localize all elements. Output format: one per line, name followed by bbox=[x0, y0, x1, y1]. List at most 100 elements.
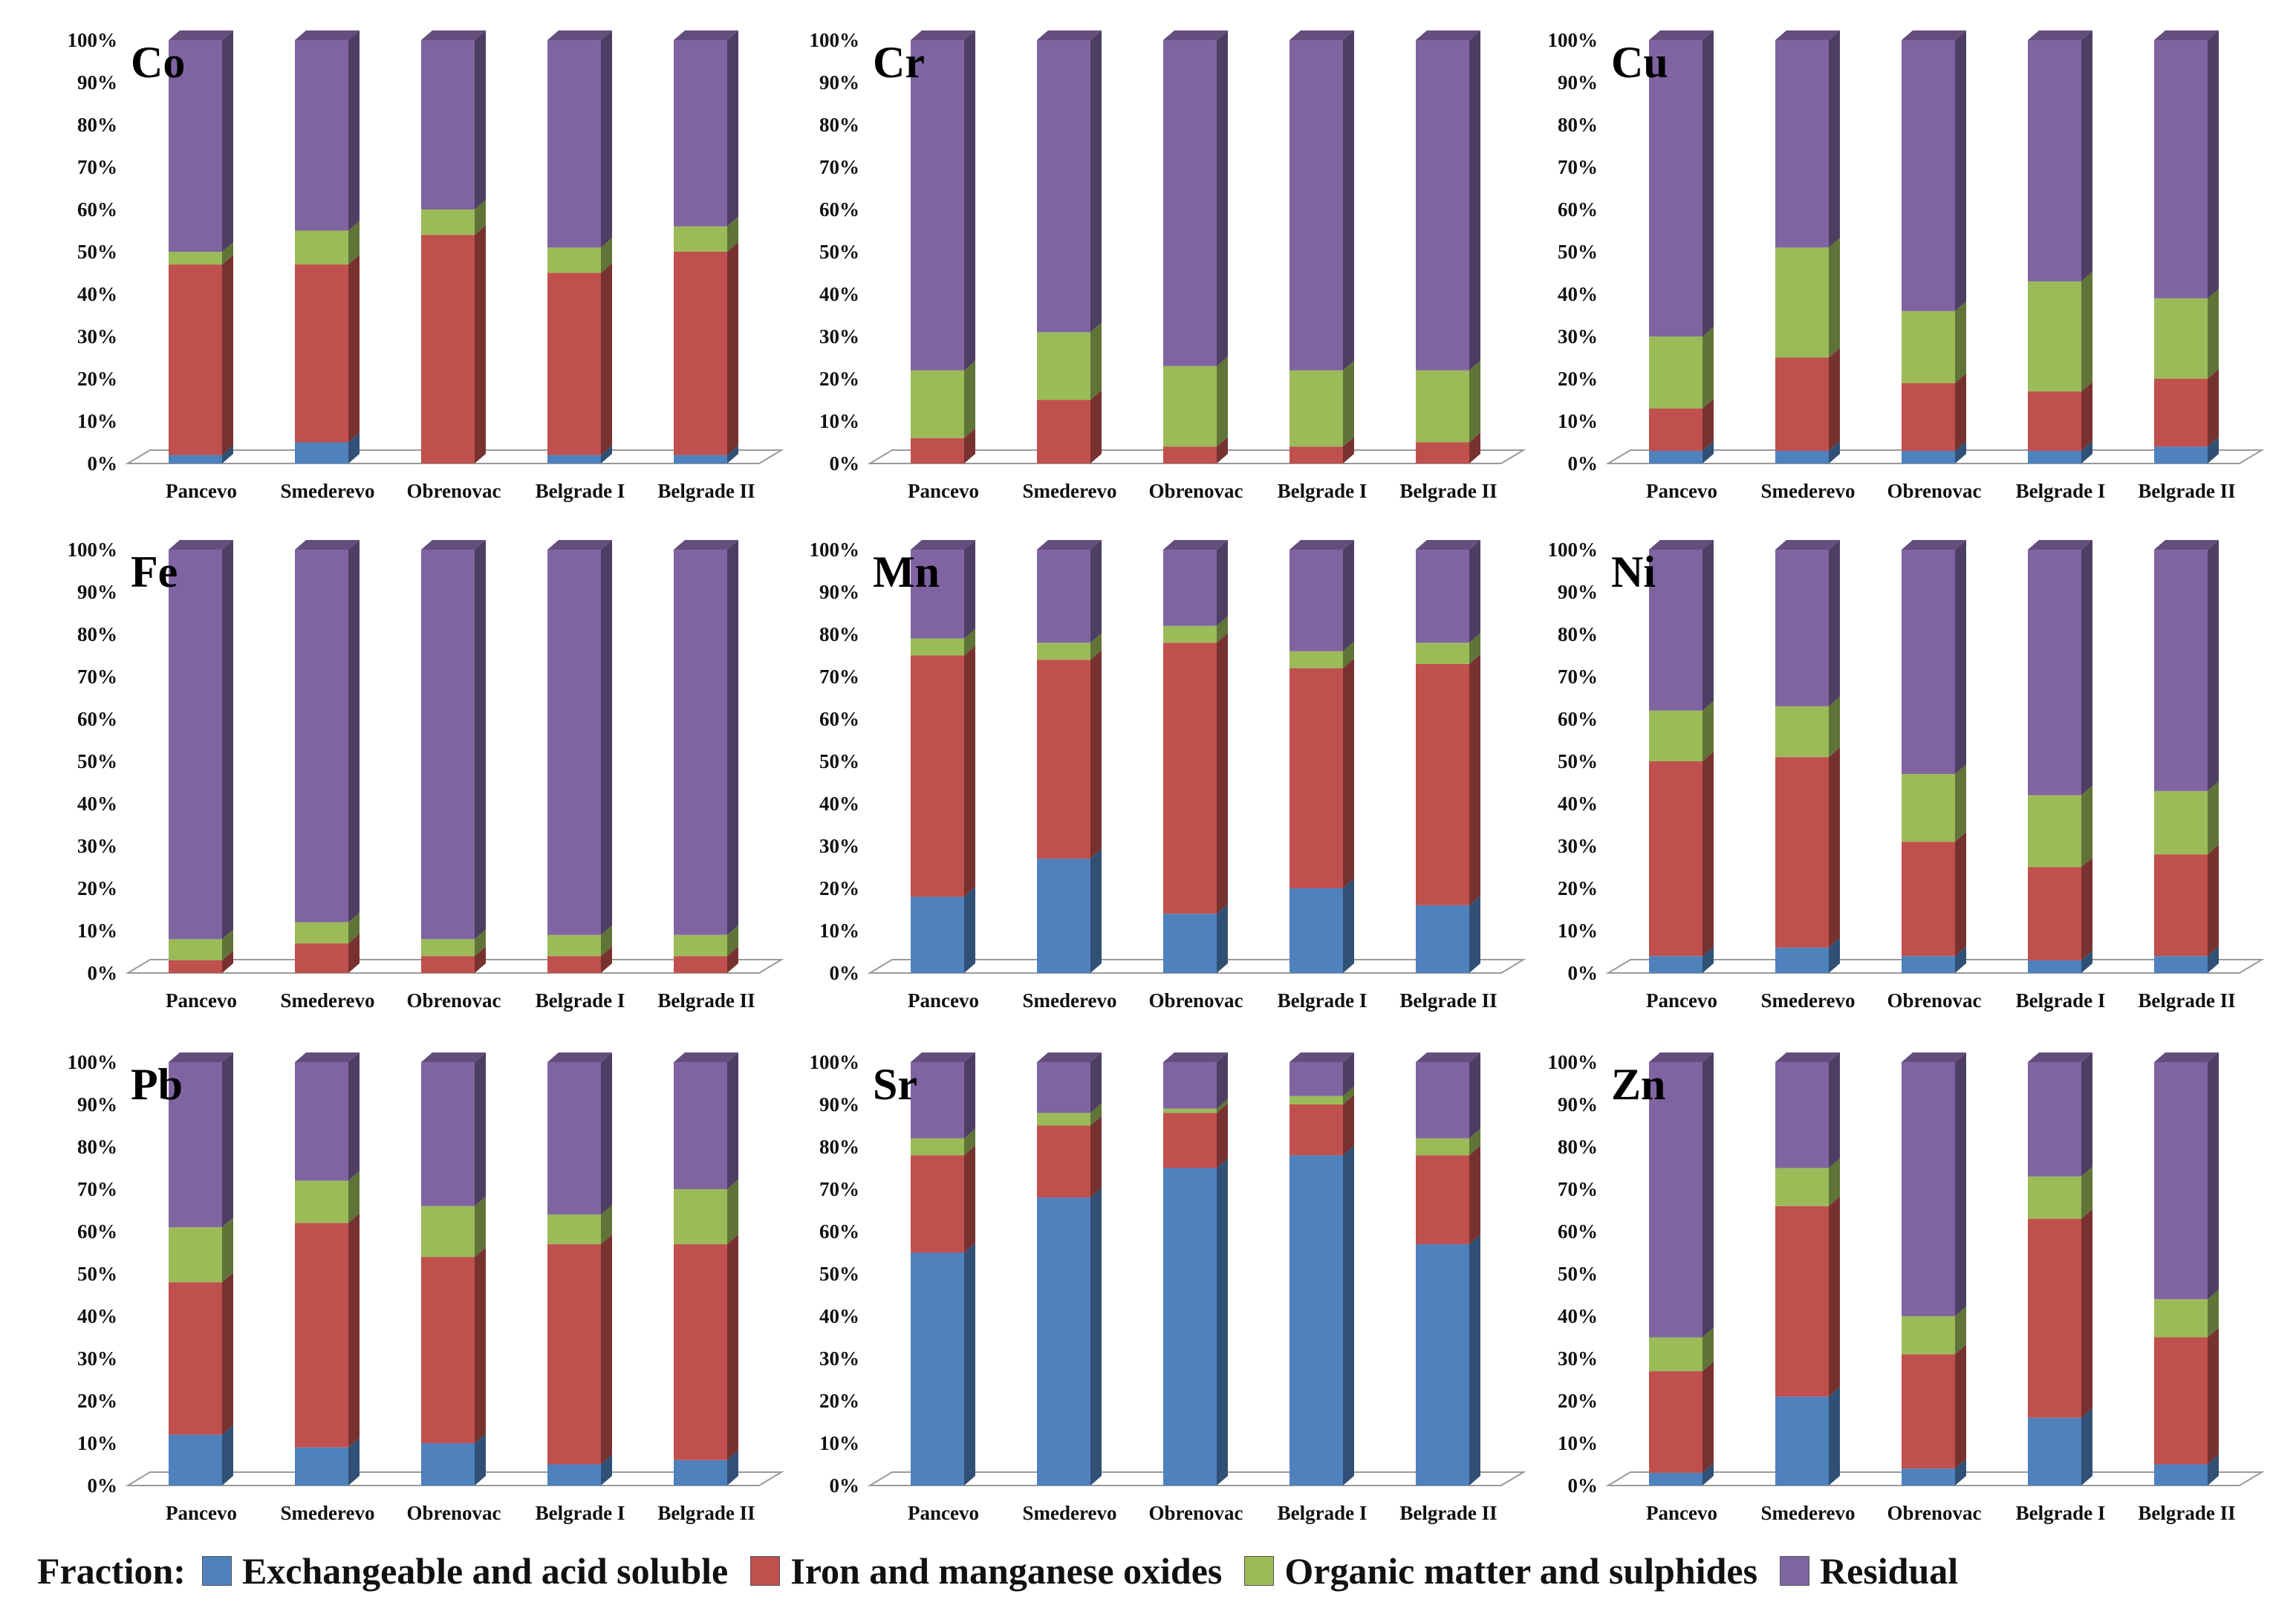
bar-pancevo bbox=[911, 540, 975, 973]
bar-top-residual bbox=[2154, 1052, 2219, 1062]
bar-side-iron-and-manganese-oxides bbox=[1217, 633, 1228, 914]
bar-top-residual bbox=[2028, 540, 2092, 550]
y-tick-label: 30% bbox=[819, 835, 859, 857]
bar-side-iron-and-manganese-oxides bbox=[348, 934, 360, 973]
bar-side-organic-matter-and-sulphides bbox=[601, 925, 612, 957]
bar-side-residual bbox=[2208, 1052, 2219, 1300]
bar-top-residual bbox=[1290, 540, 1354, 550]
y-tick-label: 100% bbox=[1548, 1051, 1599, 1073]
bar-side-exchangeable-and-acid-soluble bbox=[1703, 440, 1714, 463]
bar-segment-organic-matter-and-sulphides bbox=[1163, 625, 1217, 643]
bar-side-organic-matter-and-sulphides bbox=[727, 925, 738, 957]
bar-side-exchangeable-and-acid-soluble bbox=[2208, 437, 2219, 463]
bar-side-exchangeable-and-acid-soluble bbox=[601, 1454, 612, 1486]
bar-side-iron-and-manganese-oxides bbox=[222, 255, 233, 455]
bar-smederevo bbox=[295, 540, 360, 973]
bar-side-residual bbox=[964, 540, 975, 639]
bar-top-residual bbox=[674, 540, 738, 550]
legend-swatch-exchangeable bbox=[201, 1556, 232, 1586]
bar-side-iron-and-manganese-oxides bbox=[1829, 348, 1840, 451]
bar-segment-organic-matter-and-sulphides bbox=[2028, 1176, 2081, 1219]
bar-side-organic-matter-and-sulphides bbox=[1090, 322, 1102, 400]
bar-side-iron-and-manganese-oxides bbox=[1343, 658, 1354, 888]
bar-segment-exchangeable-and-acid-soluble bbox=[1037, 859, 1090, 973]
bar-side-organic-matter-and-sulphides bbox=[222, 1217, 233, 1283]
x-tick-label: Belgrade II bbox=[2138, 480, 2235, 502]
bar-side-organic-matter-and-sulphides bbox=[475, 200, 486, 235]
bar-side-organic-matter-and-sulphides bbox=[2208, 1289, 2219, 1338]
bar-segment-iron-and-manganese-oxides bbox=[1649, 1371, 1703, 1473]
bar-segment-exchangeable-and-acid-soluble bbox=[2154, 956, 2208, 973]
bar-segment-organic-matter-and-sulphides bbox=[1290, 1096, 1343, 1104]
bar-side-iron-and-manganese-oxides bbox=[1343, 437, 1354, 463]
bar-segment-organic-matter-and-sulphides bbox=[1649, 336, 1703, 409]
bar-side-iron-and-manganese-oxides bbox=[1955, 373, 1966, 451]
y-tick-label: 80% bbox=[819, 623, 859, 645]
y-tick-label: 0% bbox=[88, 962, 118, 984]
bar-belgrade-ii bbox=[1416, 540, 1480, 973]
y-tick-label: 40% bbox=[819, 283, 859, 305]
bar-side-iron-and-manganese-oxides bbox=[2081, 857, 2092, 960]
bar-segment-residual bbox=[1163, 550, 1217, 626]
bar-segment-organic-matter-and-sulphides bbox=[295, 230, 348, 265]
bar-segment-exchangeable-and-acid-soluble bbox=[1163, 1168, 1217, 1486]
bar-segment-iron-and-manganese-oxides bbox=[547, 273, 601, 455]
bar-side-exchangeable-and-acid-soluble bbox=[2208, 1454, 2219, 1486]
bar-segment-iron-and-manganese-oxides bbox=[1037, 1125, 1090, 1198]
bar-side-residual bbox=[222, 1052, 233, 1228]
bar-segment-organic-matter-and-sulphides bbox=[421, 939, 475, 957]
bar-segment-organic-matter-and-sulphides bbox=[547, 1214, 601, 1245]
bar-top-residual bbox=[911, 1052, 975, 1062]
x-tick-label: Belgrade I bbox=[2016, 989, 2106, 1012]
bar-side-iron-and-manganese-oxides bbox=[964, 428, 975, 463]
bar-smederevo bbox=[1037, 540, 1102, 973]
y-tick-label: 10% bbox=[77, 410, 117, 432]
y-tick-label: 0% bbox=[1568, 452, 1599, 475]
legend-title: Fraction: bbox=[37, 1550, 186, 1592]
bar-segment-residual bbox=[1902, 1062, 1955, 1316]
bar-top-residual bbox=[421, 30, 486, 40]
chart-zn: 0% 10% 20% 30% 40% 50% 60% 70% 80% 90% 100% Pancevo… bbox=[1548, 1051, 2265, 1524]
chart-co: 0% 10% 20% 30% 40% 50% 60% 70% 80% 90% 100% Pancevo… bbox=[68, 29, 784, 502]
bar-segment-exchangeable-and-acid-soluble bbox=[169, 1434, 222, 1486]
bar-pancevo bbox=[911, 1052, 975, 1486]
x-tick-label: Belgrade I bbox=[1278, 1502, 1367, 1524]
bar-side-exchangeable-and-acid-soluble bbox=[1703, 946, 1714, 973]
bar-side-residual bbox=[1955, 30, 1966, 311]
x-tick-label: Obrenovac bbox=[1887, 989, 1982, 1012]
bar-segment-organic-matter-and-sulphides bbox=[1290, 370, 1343, 447]
bar-segment-organic-matter-and-sulphides bbox=[1775, 706, 1829, 758]
x-tick-label: Smederevo bbox=[1761, 480, 1856, 502]
bar-segment-residual bbox=[1649, 1062, 1703, 1338]
bar-smederevo bbox=[1037, 1052, 1102, 1486]
bar-segment-iron-and-manganese-oxides bbox=[2028, 391, 2081, 451]
bar-side-iron-and-manganese-oxides bbox=[601, 263, 612, 455]
bar-top-residual bbox=[674, 30, 738, 40]
bar-side-exchangeable-and-acid-soluble bbox=[1343, 1145, 1354, 1486]
bar-side-residual bbox=[475, 540, 486, 940]
bar-segment-iron-and-manganese-oxides bbox=[295, 943, 348, 973]
bar-side-iron-and-manganese-oxides bbox=[475, 946, 486, 973]
bar-side-exchangeable-and-acid-soluble bbox=[2081, 440, 2092, 463]
y-tick-label: 70% bbox=[77, 666, 117, 688]
x-tick-label: Pancevo bbox=[166, 480, 237, 502]
bar-obrenovac bbox=[1163, 540, 1228, 973]
bar-segment-iron-and-manganese-oxides bbox=[1902, 383, 1955, 451]
bar-segment-iron-and-manganese-oxides bbox=[2028, 867, 2081, 960]
bar-top-residual bbox=[1902, 540, 1966, 550]
bar-segment-iron-and-manganese-oxides bbox=[674, 252, 727, 455]
bar-segment-exchangeable-and-acid-soluble bbox=[1775, 450, 1829, 463]
bar-belgrade-i bbox=[2028, 1052, 2092, 1486]
bar-side-iron-and-manganese-oxides bbox=[1829, 1196, 1840, 1397]
bar-segment-exchangeable-and-acid-soluble bbox=[1163, 914, 1217, 973]
x-tick-label: Smederevo bbox=[281, 989, 375, 1012]
bar-segment-exchangeable-and-acid-soluble bbox=[1649, 450, 1703, 463]
bar-side-residual bbox=[2208, 540, 2219, 791]
bar-segment-organic-matter-and-sulphides bbox=[911, 638, 964, 656]
bar-segment-iron-and-manganese-oxides bbox=[1290, 668, 1343, 888]
y-tick-label: 30% bbox=[819, 1347, 859, 1370]
bar-segment-organic-matter-and-sulphides bbox=[674, 934, 727, 957]
y-tick-label: 40% bbox=[1558, 283, 1598, 305]
bar-side-iron-and-manganese-oxides bbox=[1217, 1103, 1228, 1168]
bar-belgrade-ii bbox=[2154, 30, 2219, 463]
